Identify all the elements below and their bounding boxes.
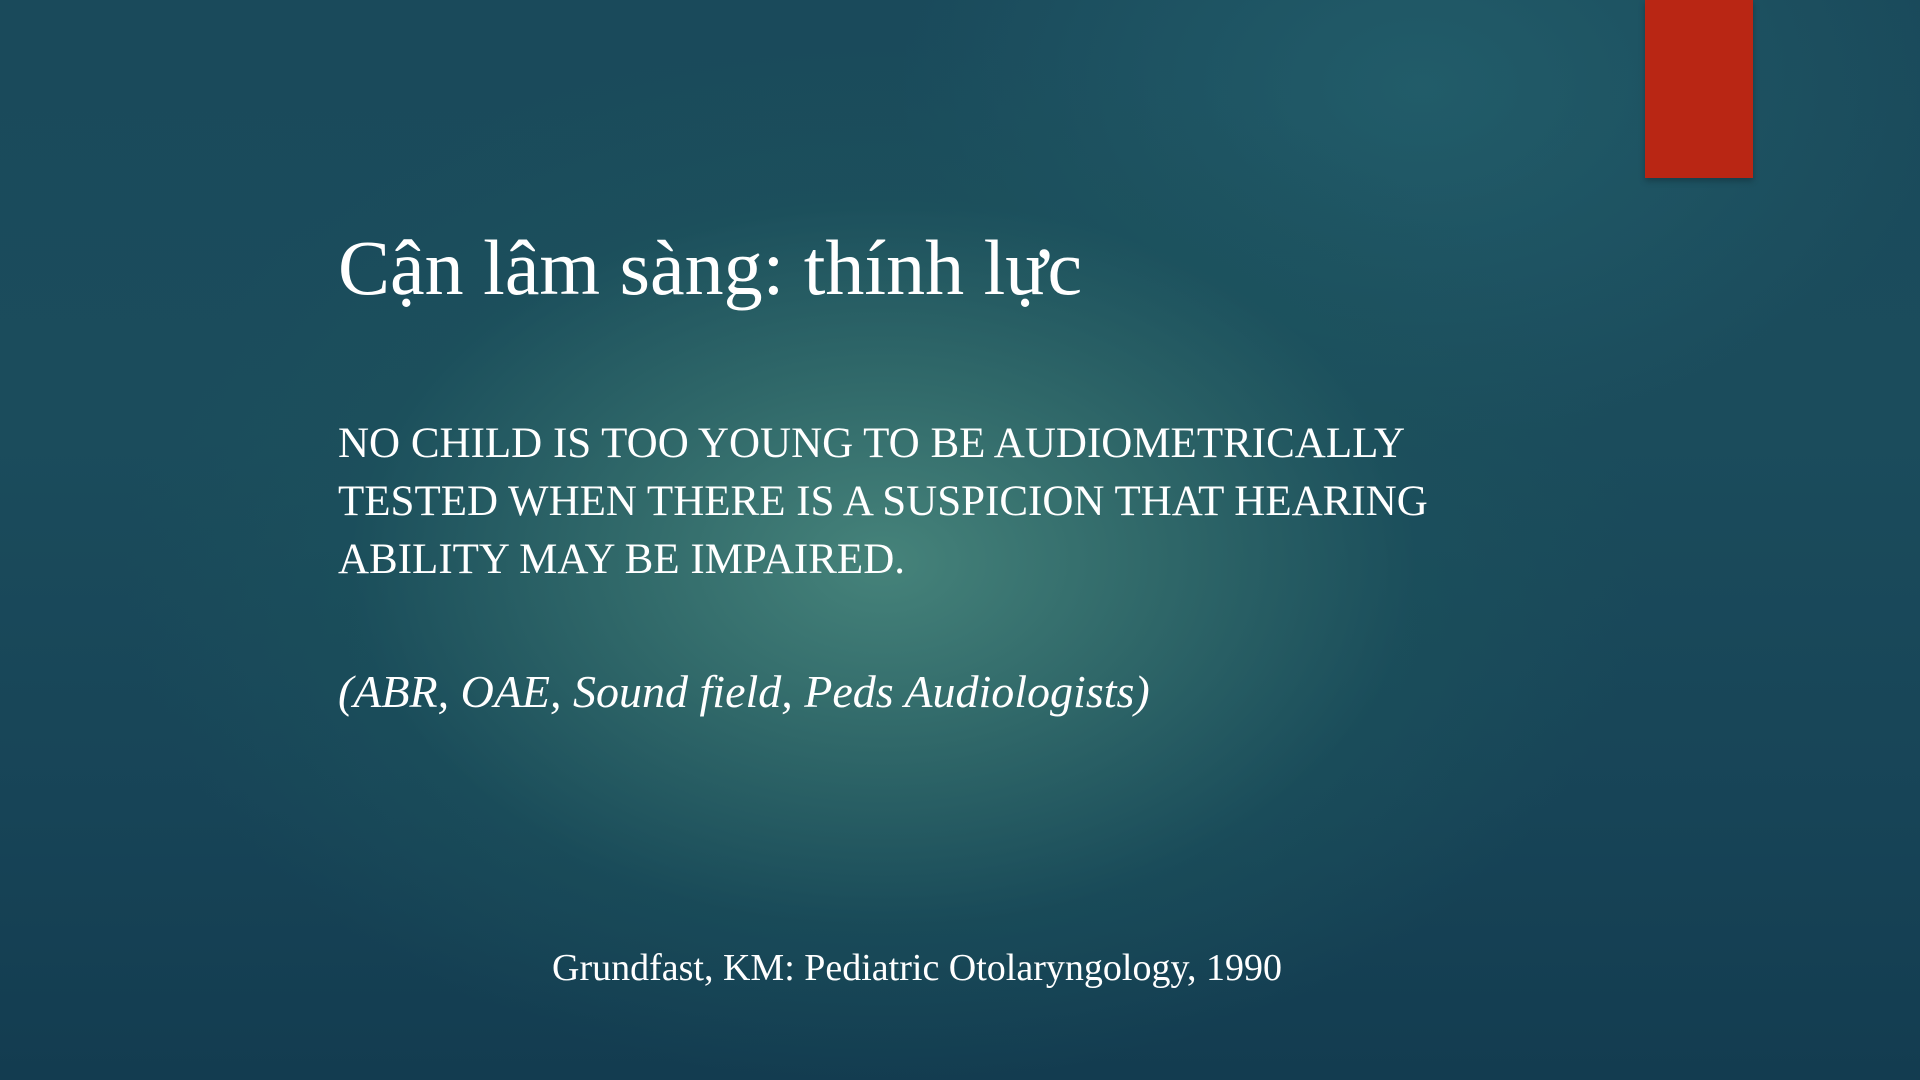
slide-body-text: NO CHILD IS TOO YOUNG TO BE AUDIOMETRICA… [338,420,1428,583]
slide-subtitle: (ABR, OAE, Sound field, Peds Audiologist… [338,666,1150,717]
citation-text: Grundfast, KM: Pediatric Otolaryngology,… [552,947,1282,989]
red-accent-bar [1645,0,1753,178]
slide-title: Cận lâm sàng: thính lực [338,224,1083,311]
